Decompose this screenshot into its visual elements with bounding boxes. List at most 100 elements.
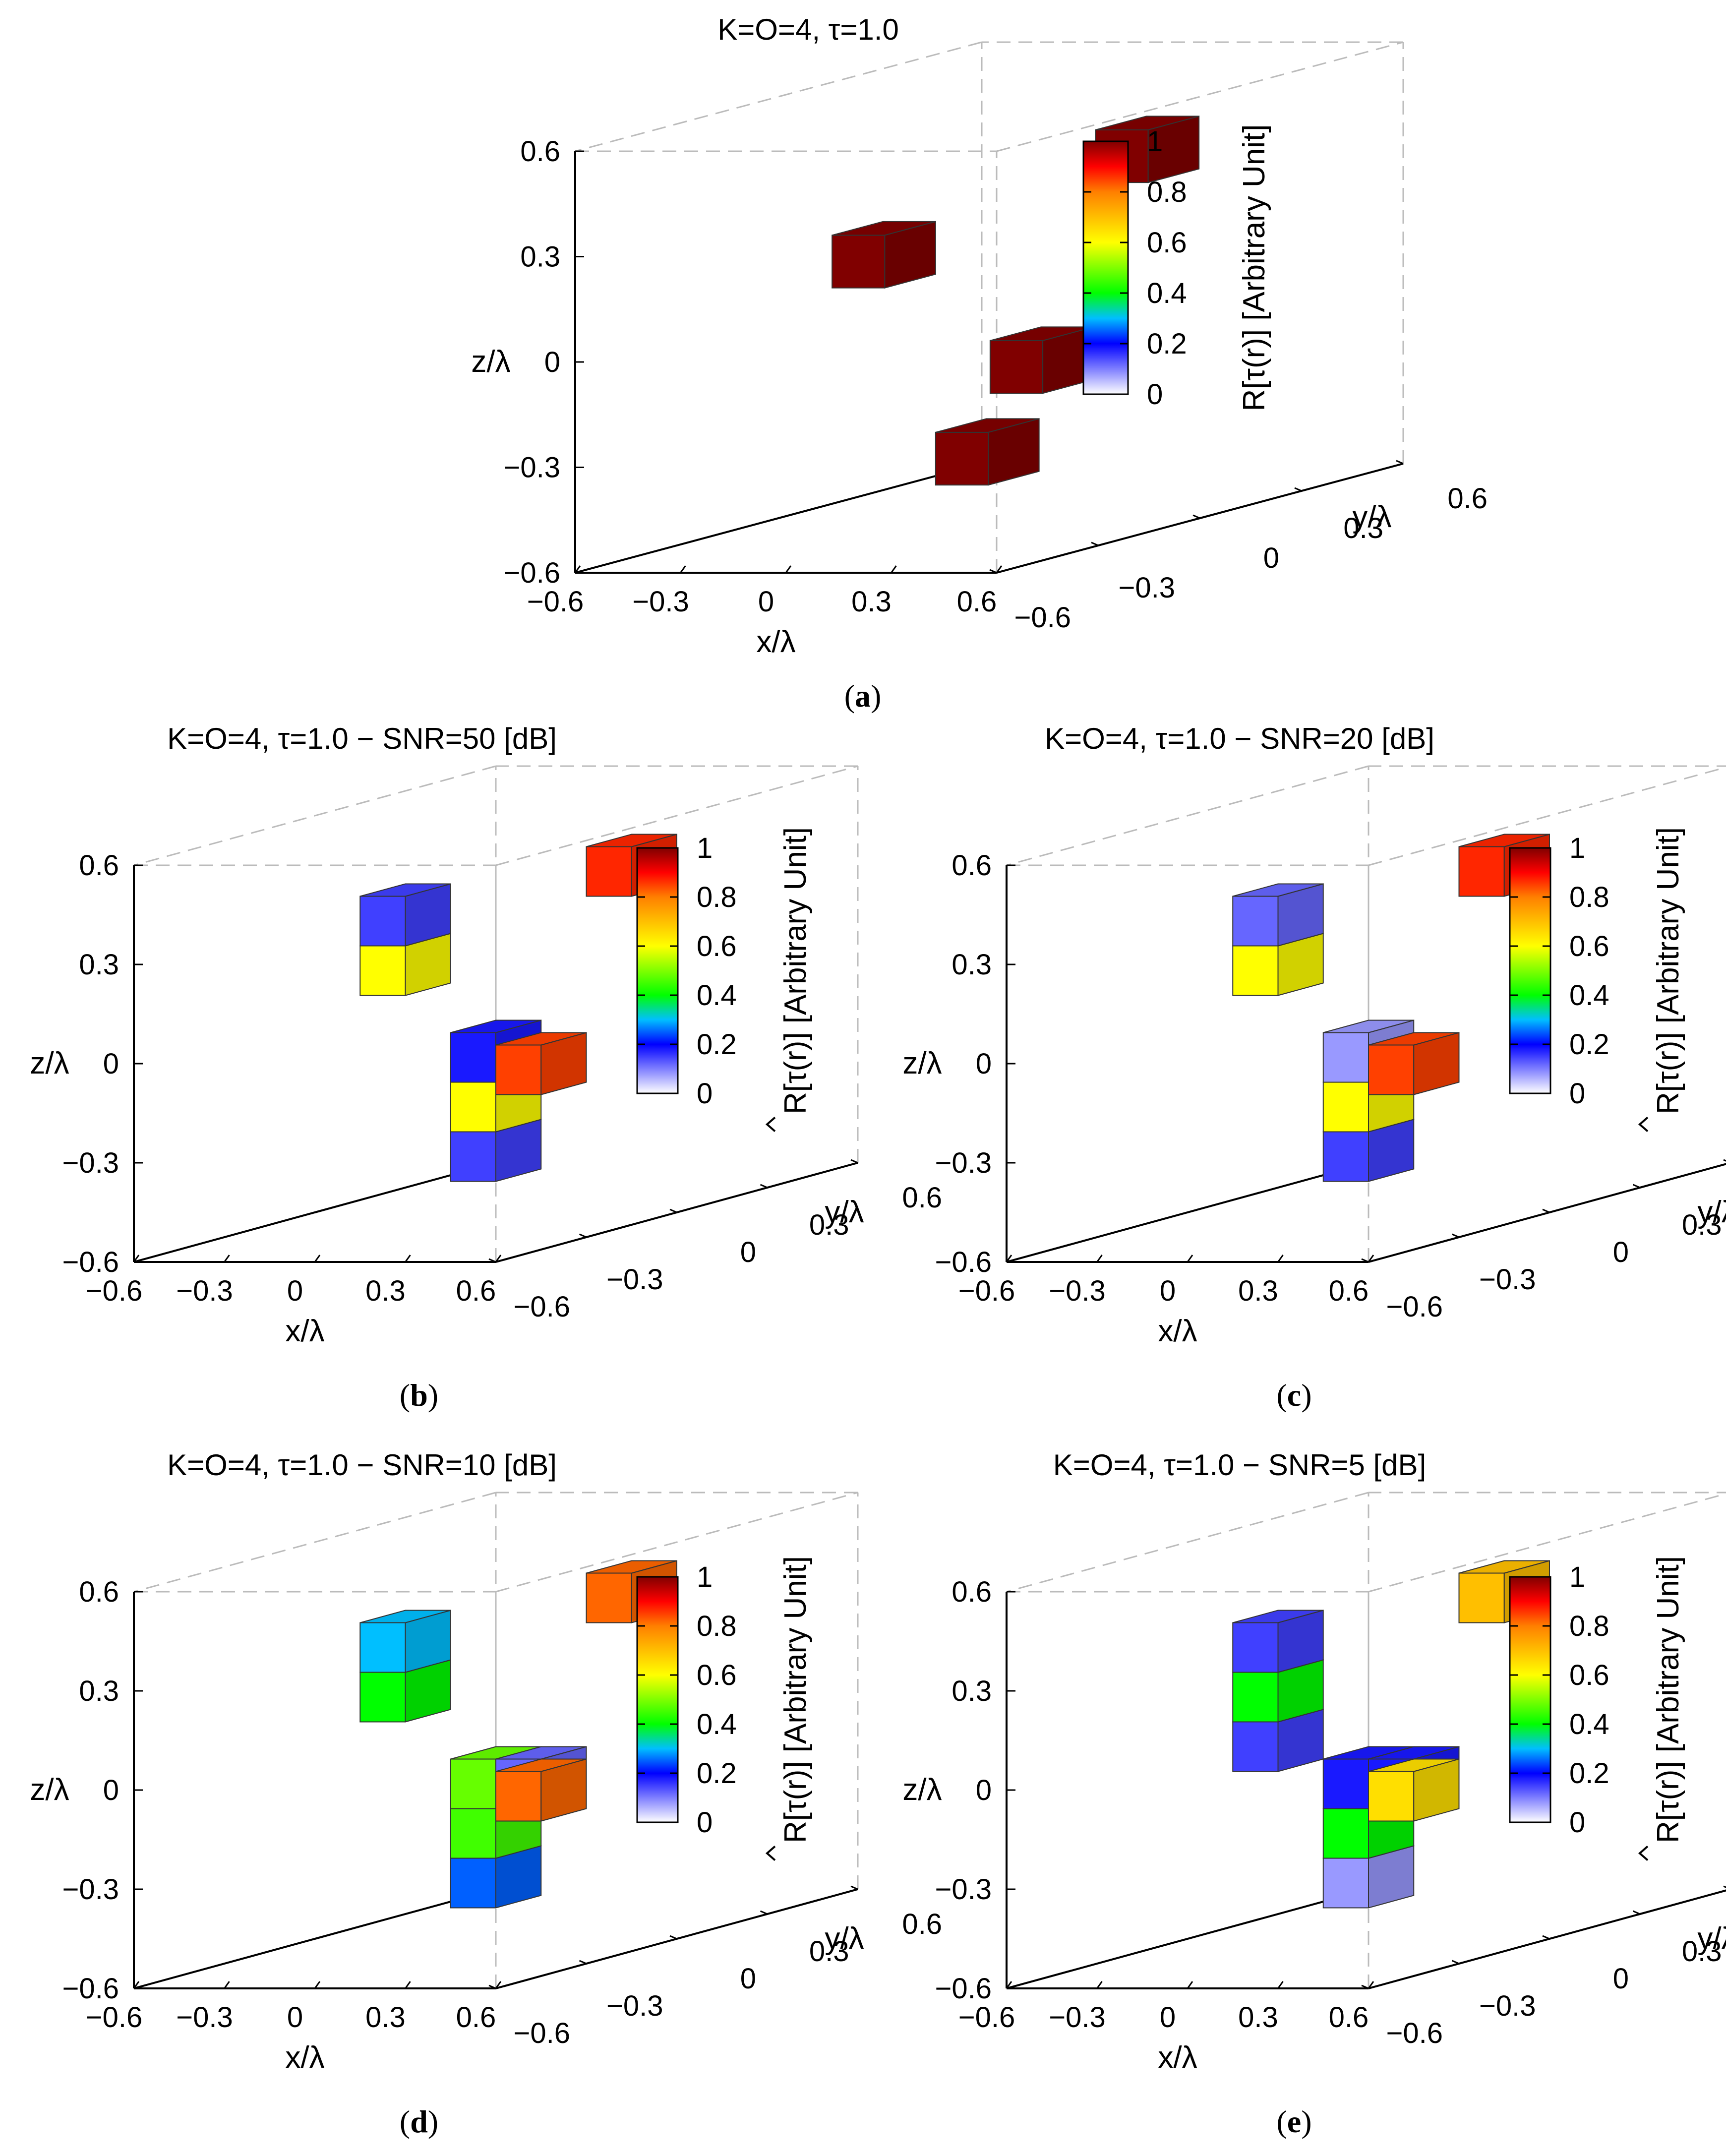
voxel-top-face bbox=[935, 418, 1039, 433]
voxel-front-face bbox=[1322, 1857, 1369, 1909]
voxel-front-face bbox=[450, 1758, 496, 1809]
voxel-front-face bbox=[1232, 1672, 1279, 1723]
voxel-top-face bbox=[359, 883, 451, 897]
y-tick bbox=[1632, 1184, 1641, 1189]
z-tick-label: 0.6 bbox=[79, 1576, 119, 1608]
panel-c: K=O=4, τ=1.0 − SNR=20 [dB]−0.6 −0.6−0.6−0… bbox=[902, 722, 1726, 1413]
y-tick bbox=[1542, 1208, 1550, 1213]
x-tick-label: −0.3 bbox=[1049, 2001, 1106, 2034]
z-tick-label: 0.3 bbox=[520, 241, 560, 273]
voxel-top-face bbox=[1368, 1746, 1459, 1760]
z-tick-label: −0.6 bbox=[62, 1973, 119, 2005]
voxel-front-face bbox=[359, 1622, 406, 1673]
floor-edge bbox=[1006, 1162, 1369, 1263]
colorbar-label: R[τ(r)] [Arbitrary Unit] bbox=[778, 827, 813, 1114]
voxel-front-face bbox=[1368, 1771, 1415, 1822]
y-tick-label: 0 bbox=[1613, 1236, 1629, 1268]
colorbar: 0 0.2 0.4 0.6 0.8 1 R[τ(r)] [Arbitrary Unit] bbox=[1082, 124, 1271, 412]
hat-accent bbox=[1638, 1116, 1649, 1133]
voxels bbox=[1232, 1560, 1550, 1909]
voxel-front-face bbox=[495, 1044, 542, 1095]
colorbar: 0 0.2 0.4 0.6 0.8 1 R[τ(r)] [Arbitrary Unit] bbox=[636, 1556, 813, 1861]
voxel-front-face bbox=[1232, 1721, 1279, 1772]
y-axis-label: y/λ bbox=[1697, 1195, 1726, 1229]
colorbar-tick-label: 0.8 bbox=[697, 881, 737, 913]
voxel-front-face bbox=[1322, 1081, 1369, 1133]
colorbar-tick-label: 0.4 bbox=[697, 1708, 737, 1740]
voxels bbox=[832, 116, 1200, 486]
voxel-cube bbox=[989, 326, 1094, 394]
panel-b: K=O=4, τ=1.0 − SNR=50 [dB]−0.6 −0.6−0.6−0… bbox=[30, 722, 942, 1413]
x-axis-label: x/λ bbox=[285, 1314, 324, 1348]
colorbar-gradient bbox=[636, 1576, 679, 1823]
x-tick-label: 0 bbox=[758, 586, 774, 618]
colorbar-tick-label: 0.4 bbox=[1569, 979, 1609, 1012]
voxel-cube bbox=[1232, 1610, 1324, 1673]
z-tick-label: −0.3 bbox=[62, 1147, 119, 1179]
y-tick bbox=[1192, 514, 1200, 519]
x-axis-label: x/λ bbox=[1158, 2040, 1197, 2075]
x-tick bbox=[495, 1981, 502, 1989]
y-axis-label: y/λ bbox=[825, 1921, 864, 1956]
x-axis-label: x/λ bbox=[1158, 1314, 1197, 1348]
axes: −0.6 −0.6−0.6−0.3 −0.3−0.30000.30.30.30.60… bbox=[471, 135, 1488, 659]
voxel-front-face bbox=[450, 1808, 496, 1859]
colorbar-tick-label: 0.6 bbox=[1569, 930, 1609, 962]
voxel-top-face bbox=[495, 1032, 587, 1046]
colorbar-gradient bbox=[1082, 140, 1129, 395]
x-tick-label: −0.3 bbox=[176, 1275, 233, 1307]
z-tick-label: 0 bbox=[103, 1774, 119, 1806]
z-tick-label: 0.6 bbox=[520, 135, 560, 168]
y-tick-label: 0 bbox=[740, 1236, 756, 1268]
x-tick bbox=[1006, 1255, 1012, 1262]
colorbar-tick-label: 0.2 bbox=[697, 1028, 737, 1061]
z-tick-label: −0.3 bbox=[62, 1873, 119, 1906]
x-tick bbox=[224, 1981, 230, 1989]
voxel-top-face bbox=[450, 1019, 541, 1033]
y-tick bbox=[760, 1910, 768, 1915]
hat-accent bbox=[765, 1845, 776, 1861]
voxel-front-face bbox=[359, 1672, 406, 1723]
x-tick-label: −0.3 bbox=[1049, 1275, 1106, 1307]
colorbar-tick-label: 1 bbox=[697, 832, 713, 864]
bounding-box bbox=[133, 1492, 859, 1988]
x-tick bbox=[314, 1255, 321, 1262]
x-tick-label: −0.3 bbox=[176, 2001, 233, 2034]
y-tick-label: 0.3 bbox=[809, 1209, 849, 1241]
voxel-cube bbox=[935, 418, 1040, 486]
x-tick-label: −0.6 bbox=[958, 2001, 1015, 2034]
z-tick-label: −0.6 bbox=[62, 1246, 119, 1278]
y-axis-line bbox=[1368, 1163, 1726, 1263]
voxel-front-face bbox=[1458, 846, 1505, 897]
x-tick bbox=[314, 1981, 321, 1989]
z-axis-label: z/λ bbox=[30, 1046, 69, 1080]
voxel-top-face bbox=[1368, 1758, 1459, 1772]
x-tick-label: 0.6 bbox=[957, 586, 997, 618]
x-tick-label: 0 bbox=[1160, 1275, 1176, 1307]
x-tick bbox=[133, 1255, 140, 1262]
voxel-top-face bbox=[1368, 1032, 1459, 1046]
voxels bbox=[1232, 834, 1550, 1182]
colorbar-tick-label: 0.4 bbox=[1569, 1708, 1609, 1740]
panel-caption: (d) bbox=[400, 2104, 438, 2139]
bounding-box bbox=[1006, 1492, 1726, 1988]
x-tick-label: 0.6 bbox=[1329, 2001, 1369, 2034]
panel-title: K=O=4, τ=1.0 − SNR=50 [dB] bbox=[167, 722, 557, 755]
floor-edge bbox=[133, 1162, 496, 1263]
panel-title: K=O=4, τ=1.0 bbox=[717, 13, 899, 46]
z-tick-label: 0.3 bbox=[79, 1675, 119, 1707]
axes: −0.6 −0.6−0.6−0.3 −0.3−0.30000.30.30.30.60… bbox=[902, 849, 1726, 1348]
colorbar-gradient bbox=[1509, 1576, 1551, 1823]
z-tick-label: 0.6 bbox=[79, 849, 119, 882]
y-tick bbox=[1396, 460, 1404, 465]
colorbar-tick-label: 0.8 bbox=[1569, 1610, 1609, 1642]
y-tick bbox=[1091, 541, 1099, 546]
x-tick bbox=[574, 565, 581, 573]
y-tick-label: 0.3 bbox=[1682, 1935, 1722, 1968]
z-tick-label: 0.6 bbox=[952, 849, 992, 882]
z-tick-label: −0.6 bbox=[935, 1973, 992, 2005]
colorbar-label: R[τ(r)] [Arbitrary Unit] bbox=[1651, 1556, 1685, 1843]
x-tick-label: 0 bbox=[287, 2001, 303, 2034]
y-tick-label: −0.6 bbox=[1386, 2017, 1443, 2049]
voxel-front-face bbox=[359, 945, 406, 996]
